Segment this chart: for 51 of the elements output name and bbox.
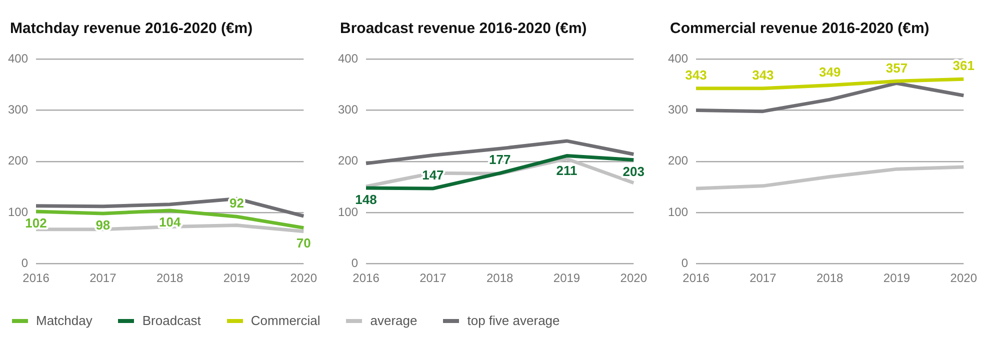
x-tick-label: 2019 [223,271,250,286]
data-label: 177 [488,152,511,168]
x-tick-label: 2017 [750,271,777,286]
y-tick-label: 200 [668,154,688,168]
y-tick-label: 0 [21,256,28,270]
legend-label: Matchday [36,313,92,328]
x-tick-label: 2019 [883,271,910,286]
data-label: 147 [422,168,444,183]
legend-label: Commercial [250,313,320,328]
x-tick-label: 2019 [553,271,580,286]
x-tick-label: 2017 [90,271,117,286]
legend-label: Broadcast [142,313,201,328]
data-label: 343 [685,67,707,82]
x-tick-label: 2018 [816,271,844,286]
y-tick-label: 300 [668,102,688,117]
data-label: 104 [158,214,182,230]
y-tick-label: 0 [351,256,358,270]
data-label: 349 [818,64,841,80]
y-tick-label: 0 [681,256,688,270]
data-label: 148 [355,192,377,208]
data-label: 361 [952,58,975,74]
x-tick-label: 2018 [486,271,514,286]
y-tick-label: 100 [338,204,358,219]
y-tick-label: 300 [8,102,28,117]
data-label: 357 [886,60,908,76]
y-tick-label: 400 [338,52,358,66]
chart-title: Broadcast revenue 2016-2020 (€m) [340,20,588,39]
x-tick-label: 2020 [620,271,648,286]
legend-label: top five average [467,313,560,328]
y-tick-label: 200 [338,154,358,168]
x-tick-label: 2016 [22,271,50,286]
y-tick-label: 300 [338,102,358,117]
chart-title: Matchday revenue 2016-2020 (€m) [10,20,254,39]
y-tick-label: 400 [668,52,688,66]
legend-label: average [370,313,418,328]
data-label: 343 [752,67,774,82]
data-label: 70 [296,235,311,250]
data-label: 92 [230,196,244,211]
y-tick-label: 200 [8,154,28,168]
x-tick-label: 2017 [420,271,447,286]
x-tick-label: 2020 [290,271,318,286]
x-tick-label: 2018 [156,271,184,286]
x-tick-label: 2016 [682,271,710,286]
x-tick-label: 2016 [352,271,380,286]
chart-title: Commercial revenue 2016-2020 (€m) [670,20,930,39]
data-label: 203 [622,164,645,179]
data-label: 211 [556,162,578,178]
data-label: 98 [96,218,110,233]
y-tick-label: 100 [668,204,688,219]
y-tick-label: 400 [8,52,28,66]
x-tick-label: 2020 [950,271,978,286]
